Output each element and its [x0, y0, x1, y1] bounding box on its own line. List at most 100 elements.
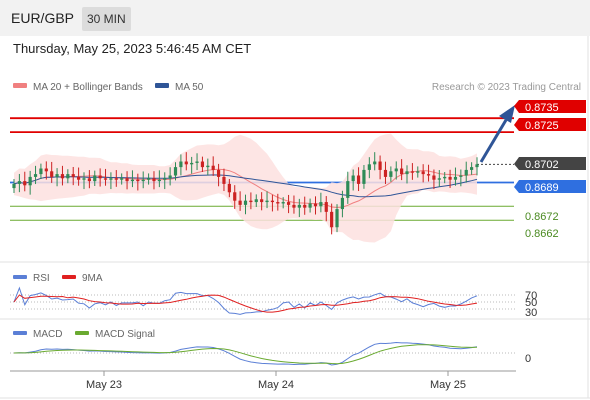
price-label-0.8735: 0.8735: [525, 102, 559, 114]
candle-body: [470, 167, 474, 170]
candle-body: [50, 171, 54, 177]
candle-body: [141, 179, 145, 182]
candle-body: [152, 178, 156, 182]
macd-legend-swatch: [13, 331, 27, 335]
bollinger-band: [14, 133, 477, 243]
candle-body: [87, 178, 91, 182]
forecast-arrow-shaft: [479, 119, 508, 163]
candle-body: [286, 202, 291, 205]
candle-body: [297, 204, 301, 208]
candle-body: [432, 175, 436, 180]
ma50-legend-swatch: [155, 83, 169, 88]
price-label-0.8702: 0.8702: [525, 159, 559, 171]
interval-badge[interactable]: 30 MIN: [82, 7, 131, 31]
rsi-tick-50: 50: [525, 297, 537, 309]
candle-body: [243, 200, 248, 205]
candle-body: [362, 169, 366, 184]
candle-body: [416, 171, 420, 173]
candle-body: [249, 200, 253, 203]
candle-body: [93, 175, 97, 182]
macd-tick-0: 0: [525, 353, 531, 365]
price-label-0.8725: 0.8725: [525, 120, 559, 132]
candle-body: [383, 169, 388, 177]
macd-line: [13, 341, 478, 366]
candle-body: [340, 197, 345, 210]
candle-body: [120, 178, 124, 180]
candle-body: [17, 181, 21, 184]
x-tick-may-25: May 25: [430, 379, 466, 391]
candle-body: [330, 211, 334, 228]
candle-body: [216, 169, 221, 177]
candle-body: [421, 171, 425, 175]
candle-body: [211, 165, 215, 170]
candle-body: [12, 183, 16, 189]
forecast-arrow-head: [499, 105, 515, 123]
price-label-0.8735-tag: [514, 100, 586, 113]
candle-body: [260, 199, 264, 203]
candle-body: [77, 176, 81, 180]
rsi-line: [13, 286, 478, 315]
copyright-text: Research © 2023 Trading Central: [432, 82, 581, 93]
candle-body: [351, 175, 355, 182]
x-tick-may-23: May 23: [86, 379, 122, 391]
macd-signal-legend-label: MACD Signal: [95, 329, 155, 340]
ma20-legend-label: MA 20 + Bollinger Bands: [33, 82, 143, 93]
candle-body: [66, 174, 70, 179]
candle-body: [367, 164, 371, 170]
candle-body: [400, 168, 404, 175]
candle-body: [33, 174, 38, 177]
candle-body: [443, 176, 447, 179]
candle-body: [373, 161, 377, 165]
macd-legend-label: MACD: [33, 329, 62, 340]
candle-body: [265, 200, 269, 203]
candle-body: [163, 178, 167, 180]
candle-body: [335, 209, 339, 228]
price-label-0.8689: 0.8689: [525, 182, 559, 194]
candle-body: [82, 178, 86, 180]
candle-body: [195, 161, 199, 163]
candle-body: [378, 161, 382, 170]
candle-body: [125, 178, 129, 182]
candle-body: [71, 174, 75, 177]
candle-body: [114, 178, 118, 180]
x-tick-may-24: May 24: [258, 379, 294, 391]
candle-body: [146, 178, 151, 180]
candle-body: [346, 181, 350, 198]
macd-signal-line: [13, 344, 478, 365]
candle-body: [308, 203, 312, 208]
candle-body: [292, 204, 296, 208]
candle-body: [28, 176, 32, 186]
candle-body: [130, 179, 135, 182]
bollinger-layer: [14, 133, 477, 243]
candle-body: [254, 199, 258, 203]
chart-header: EUR/GBP 30 MIN: [0, 0, 590, 36]
candle-body: [405, 171, 409, 175]
candle-body: [448, 176, 452, 180]
rsi-ma-line: [13, 294, 478, 313]
candle-body: [206, 165, 210, 168]
candle-body: [179, 161, 183, 168]
ma20-legend-swatch: [13, 83, 27, 88]
candle-body: [281, 202, 285, 204]
candle-body: [324, 202, 328, 212]
candle-body: [233, 192, 237, 201]
candle-body: [464, 169, 468, 176]
candle-body: [98, 175, 102, 179]
price-label-0.8662: 0.8662: [525, 228, 559, 240]
candle-body: [270, 200, 275, 203]
candle-body: [303, 204, 307, 208]
candle-body: [222, 176, 226, 184]
candle-body: [389, 171, 393, 177]
candle-body: [394, 168, 398, 172]
candle-body: [136, 179, 140, 182]
candle-body: [437, 178, 441, 180]
rsi-lines: [13, 286, 478, 315]
moving-average-layer: [13, 168, 478, 209]
ma20-line: [13, 168, 478, 209]
candle-body: [410, 171, 414, 173]
candle-body: [313, 203, 318, 207]
candle-body: [356, 175, 361, 184]
candle-body: [184, 161, 188, 165]
price-label-0.8689-tag: [514, 180, 586, 193]
